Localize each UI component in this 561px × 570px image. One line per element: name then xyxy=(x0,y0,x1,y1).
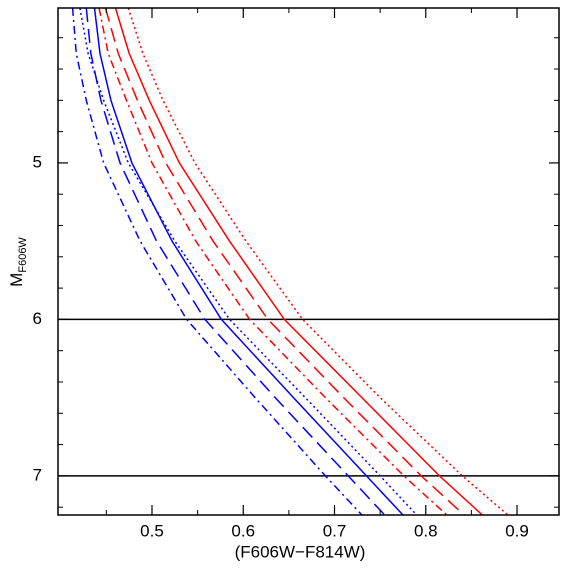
y-axis-label: MF606W xyxy=(7,237,28,287)
y-tick-label: 6 xyxy=(33,309,42,328)
plot-frame xyxy=(57,7,560,516)
isochrone xyxy=(98,8,448,515)
isochrone xyxy=(79,8,418,515)
isochrone xyxy=(104,8,465,515)
plot-area xyxy=(58,8,559,515)
isochrone xyxy=(93,8,404,515)
x-tick-label: 0.8 xyxy=(414,521,438,540)
x-tick-label: 0.6 xyxy=(231,521,255,540)
y-axis-label-sub: F606W xyxy=(17,237,29,273)
isochrone xyxy=(85,8,386,515)
y-axis-label-group: MF606W xyxy=(7,237,28,287)
isochrone xyxy=(71,8,363,515)
x-axis-label: (F606W−F814W) xyxy=(235,542,366,561)
y-axis-label-main: M xyxy=(7,273,26,287)
x-tick-label: 0.9 xyxy=(505,521,529,540)
y-tick-label: 7 xyxy=(33,465,42,484)
x-tick-label: 0.5 xyxy=(140,521,164,540)
isochrone xyxy=(114,8,483,515)
x-tick-label: 0.7 xyxy=(323,521,347,540)
y-tick-label: 5 xyxy=(33,152,42,171)
